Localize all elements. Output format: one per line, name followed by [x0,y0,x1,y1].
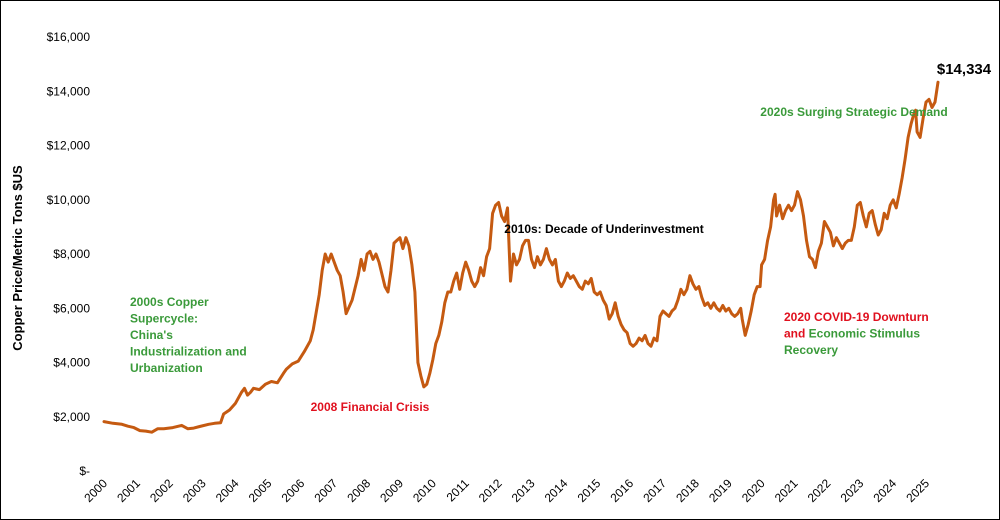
x-tick-label: 2011 [444,476,472,504]
x-tick-label: 2025 [903,476,932,505]
y-tick-label: $8,000 [53,247,90,261]
x-tick-label: 2003 [180,476,209,505]
final-value-label: $14,334 [937,61,992,78]
x-tick-label: 2017 [640,476,669,505]
x-tick-label: 2023 [838,476,867,505]
y-tick-label: $14,000 [47,84,91,98]
x-tick-label: 2020 [739,476,768,505]
y-tick-label: $12,000 [47,139,91,153]
x-tick-label: 2004 [213,476,242,505]
x-tick-label: 2002 [147,476,176,505]
x-tick-label: 2022 [805,476,834,505]
x-tick-label: 2021 [772,476,801,505]
x-tick-label: 2024 [870,476,899,505]
annotation: 2008 Financial Crisis [311,400,430,414]
annotation: 2010s: Decade of Underinvestment [504,222,703,236]
y-tick-label: $2,000 [53,410,90,424]
x-tick-label: 2015 [575,476,604,505]
x-tick-label: 2018 [673,476,702,505]
x-tick-label: 2010 [410,476,439,505]
y-tick-label: $- [79,464,90,478]
annotations: 2000s Copper Supercycle: China's Industrial… [130,105,948,414]
x-tick-label: 2012 [476,476,505,505]
y-axis: $- $2,000 $4,000 $6,000 $8,000 $10,000 $12,000… [47,30,91,478]
y-axis-label: Copper Price/Metric Tons $US [10,165,25,351]
annotation: 2000s Copper Supercycle: China's Industrial… [130,295,247,375]
price-line [102,80,940,434]
x-tick-label: 2006 [279,476,308,505]
x-tick-label: 2016 [607,476,636,505]
x-axis: 2000 2001 2002 2003 2004 2005 2006 2007 2008 2009… [81,476,932,505]
x-tick-label: 2013 [509,476,538,505]
x-tick-label: 2007 [311,476,340,505]
y-tick-label: $6,000 [53,301,90,315]
annotation: 2020 COVID-19 Downturn and Economic Stimu… [784,310,929,357]
y-tick-label: $16,000 [47,30,91,44]
y-tick-label: $4,000 [53,356,90,370]
x-tick-label: 2009 [377,476,406,505]
annotation: 2020s Surging Strategic Demand [760,105,947,119]
x-tick-label: 2014 [542,476,571,505]
x-tick-label: 2001 [114,476,143,505]
x-tick-label: 2008 [344,476,373,505]
x-tick-label: 2005 [246,476,275,505]
x-tick-label: 2000 [81,476,110,505]
x-tick-label: 2019 [706,476,735,505]
y-tick-label: $10,000 [47,193,91,207]
